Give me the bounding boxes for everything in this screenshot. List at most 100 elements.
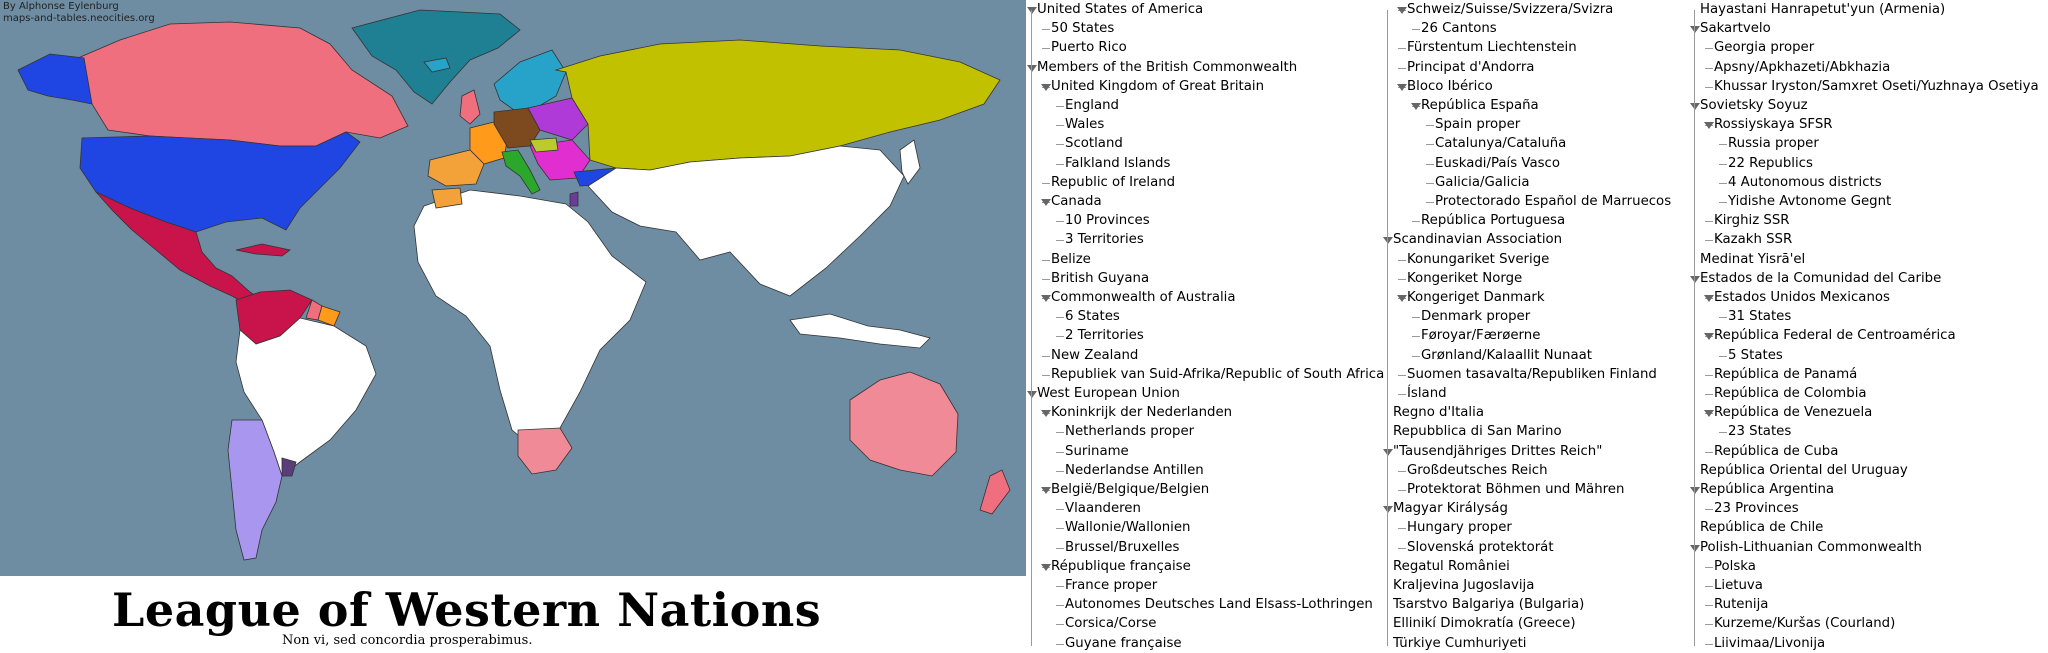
tree-node[interactable]: República de Chile: [1700, 520, 1824, 536]
tree-node[interactable]: Galicia/Galicia: [1435, 174, 1530, 190]
tree-node[interactable]: 6 States: [1065, 309, 1120, 325]
expand-arrow-icon[interactable]: [1397, 7, 1407, 14]
tree-node[interactable]: België/Belgique/Belgien: [1051, 482, 1210, 497]
expand-arrow-icon[interactable]: [1704, 410, 1714, 418]
tree-node[interactable]: República Oriental del Uruguay: [1700, 462, 1908, 478]
tree-node[interactable]: República de Colombia: [1714, 386, 1867, 401]
tree-node[interactable]: Wallonie/Wallonien: [1065, 520, 1191, 536]
tree-node[interactable]: 50 States: [1051, 21, 1115, 37]
tree-node[interactable]: Russia proper: [1728, 136, 1819, 152]
expand-arrow-icon[interactable]: [1027, 64, 1037, 72]
tree-node[interactable]: 23 States: [1728, 424, 1792, 440]
tree-node[interactable]: New Zealand: [1051, 347, 1139, 363]
tree-node[interactable]: Sovietsky Soyuz: [1700, 98, 1808, 113]
tree-node[interactable]: "Tausendjähriges Drittes Reich": [1393, 443, 1603, 459]
tree-node[interactable]: Apsny/Apkhazeti/Abkhazia: [1714, 59, 1891, 75]
tree-node[interactable]: Ellinikí Dimokratía (Greece): [1393, 616, 1576, 632]
expand-arrow-icon[interactable]: [1397, 295, 1407, 302]
expand-arrow-icon[interactable]: [1690, 103, 1700, 110]
tree-node[interactable]: Corsica/Corse: [1065, 616, 1157, 632]
tree-node[interactable]: Principat d'Andorra: [1407, 59, 1535, 75]
tree-node[interactable]: Kongeriket Norge: [1407, 270, 1523, 286]
tree-node[interactable]: Kraljevina Jugoslavija: [1393, 578, 1535, 593]
tree-node[interactable]: República Federal de Centroamérica: [1714, 328, 1956, 344]
tree-node[interactable]: Rutenija: [1714, 597, 1769, 613]
tree-node[interactable]: Scotland: [1065, 136, 1123, 152]
tree-node[interactable]: 2 Territories: [1065, 328, 1144, 344]
tree-node[interactable]: Medinat Yisrā'el: [1700, 251, 1806, 267]
expand-arrow-icon[interactable]: [1397, 83, 1407, 91]
tree-node[interactable]: Autonomes Deutsches Land Elsass-Lothring…: [1065, 597, 1373, 613]
tree-node[interactable]: Denmark proper: [1421, 309, 1531, 325]
tree-node[interactable]: Kirghiz SSR: [1714, 213, 1790, 229]
tree-node[interactable]: 10 Provinces: [1065, 213, 1150, 229]
tree-node[interactable]: 5 States: [1728, 347, 1783, 363]
tree-node[interactable]: 4 Autonomous districts: [1728, 174, 1882, 190]
tree-node[interactable]: Slovenská protektorát: [1407, 539, 1554, 555]
expand-arrow-icon[interactable]: [1690, 26, 1700, 34]
expand-arrow-icon[interactable]: [1027, 7, 1037, 14]
tree-node[interactable]: British Guyana: [1051, 270, 1150, 286]
expand-arrow-icon[interactable]: [1704, 333, 1714, 341]
tree-node[interactable]: Falkland Islands: [1065, 155, 1171, 171]
tree-node[interactable]: Republiek van Suid-Afrika/Republic of So…: [1051, 366, 1385, 382]
tree-node[interactable]: Brussel/Bruxelles: [1065, 539, 1180, 555]
tree-node[interactable]: Kazakh SSR: [1714, 232, 1793, 248]
tree-node[interactable]: República Argentina: [1700, 482, 1835, 497]
tree-node[interactable]: Liivimaa/Livonija: [1714, 635, 1826, 651]
expand-arrow-icon[interactable]: [1690, 544, 1700, 552]
tree-node[interactable]: Suriname: [1065, 443, 1129, 459]
expand-arrow-icon[interactable]: [1690, 487, 1700, 494]
expand-arrow-icon[interactable]: [1041, 199, 1051, 206]
expand-arrow-icon[interactable]: [1383, 237, 1393, 245]
tree-node[interactable]: Hayastani Hanrapetut'yun (Armenia): [1700, 2, 1946, 17]
tree-node[interactable]: Kurzeme/Kuršas (Courland): [1714, 616, 1896, 632]
tree-node[interactable]: 31 States: [1728, 309, 1792, 325]
tree-node[interactable]: Konungariket Sverige: [1407, 251, 1550, 267]
tree-node[interactable]: Sakartvelo: [1700, 21, 1771, 37]
tree-node[interactable]: Grønland/Kalaallit Nunaat: [1421, 347, 1592, 363]
tree-node[interactable]: Members of the British Commonwealth: [1037, 59, 1298, 75]
tree-node[interactable]: Kongeriget Danmark: [1407, 290, 1545, 305]
tree-node[interactable]: Puerto Rico: [1051, 40, 1127, 56]
tree-node[interactable]: Spain proper: [1435, 117, 1521, 133]
tree-node[interactable]: República Portuguesa: [1421, 213, 1566, 229]
tree-node[interactable]: Netherlands proper: [1065, 424, 1195, 440]
tree-node[interactable]: Euskadi/País Vasco: [1435, 155, 1560, 171]
tree-node[interactable]: France proper: [1065, 578, 1158, 593]
tree-node[interactable]: Magyar Királyság: [1393, 501, 1508, 517]
expand-arrow-icon[interactable]: [1027, 391, 1037, 398]
expand-arrow-icon[interactable]: [1041, 487, 1051, 494]
tree-node[interactable]: Lietuva: [1714, 578, 1763, 593]
tree-node[interactable]: West European Union: [1037, 386, 1180, 401]
tree-node[interactable]: United States of America: [1037, 2, 1204, 17]
tree-node[interactable]: Türkiye Cumhuriyeti: [1393, 635, 1527, 651]
expand-arrow-icon[interactable]: [1690, 275, 1700, 283]
expand-arrow-icon[interactable]: [1704, 122, 1714, 130]
tree-node[interactable]: Canada: [1051, 194, 1102, 209]
tree-node[interactable]: Yidishe Avtonome Gegnt: [1728, 194, 1892, 209]
tree-node[interactable]: 26 Cantons: [1421, 21, 1497, 37]
tree-node[interactable]: Polish-Lithuanian Commonwealth: [1700, 539, 1922, 555]
expand-arrow-icon[interactable]: [1383, 506, 1393, 514]
tree-node[interactable]: Tsarstvo Balgariya (Bulgaria): [1393, 597, 1585, 613]
tree-node[interactable]: Estados Unidos Mexicanos: [1714, 290, 1890, 305]
expand-arrow-icon[interactable]: [1041, 295, 1051, 302]
tree-node[interactable]: Regno d'Italia: [1393, 405, 1484, 421]
tree-node[interactable]: England: [1065, 98, 1119, 113]
tree-node[interactable]: República España: [1421, 98, 1539, 113]
tree-node[interactable]: Hungary proper: [1407, 520, 1512, 536]
tree-node[interactable]: Belize: [1051, 251, 1091, 267]
tree-node[interactable]: Ísland: [1407, 386, 1447, 401]
tree-node[interactable]: Schweiz/Suisse/Svizzera/Svizra: [1407, 2, 1614, 17]
tree-node[interactable]: República de Venezuela: [1714, 405, 1873, 421]
expand-arrow-icon[interactable]: [1041, 83, 1051, 91]
tree-node[interactable]: República de Panamá: [1714, 366, 1858, 382]
tree-node[interactable]: Bloco Ibérico: [1407, 78, 1493, 94]
tree-node[interactable]: Føroyar/Færøerne: [1421, 328, 1541, 344]
tree-node[interactable]: 23 Provinces: [1714, 501, 1799, 517]
tree-node[interactable]: Republic of Ireland: [1051, 174, 1176, 190]
tree-node[interactable]: Rossiyskaya SFSR: [1714, 117, 1833, 133]
tree-node[interactable]: République française: [1051, 558, 1191, 574]
tree-node[interactable]: 3 Territories: [1065, 232, 1144, 248]
